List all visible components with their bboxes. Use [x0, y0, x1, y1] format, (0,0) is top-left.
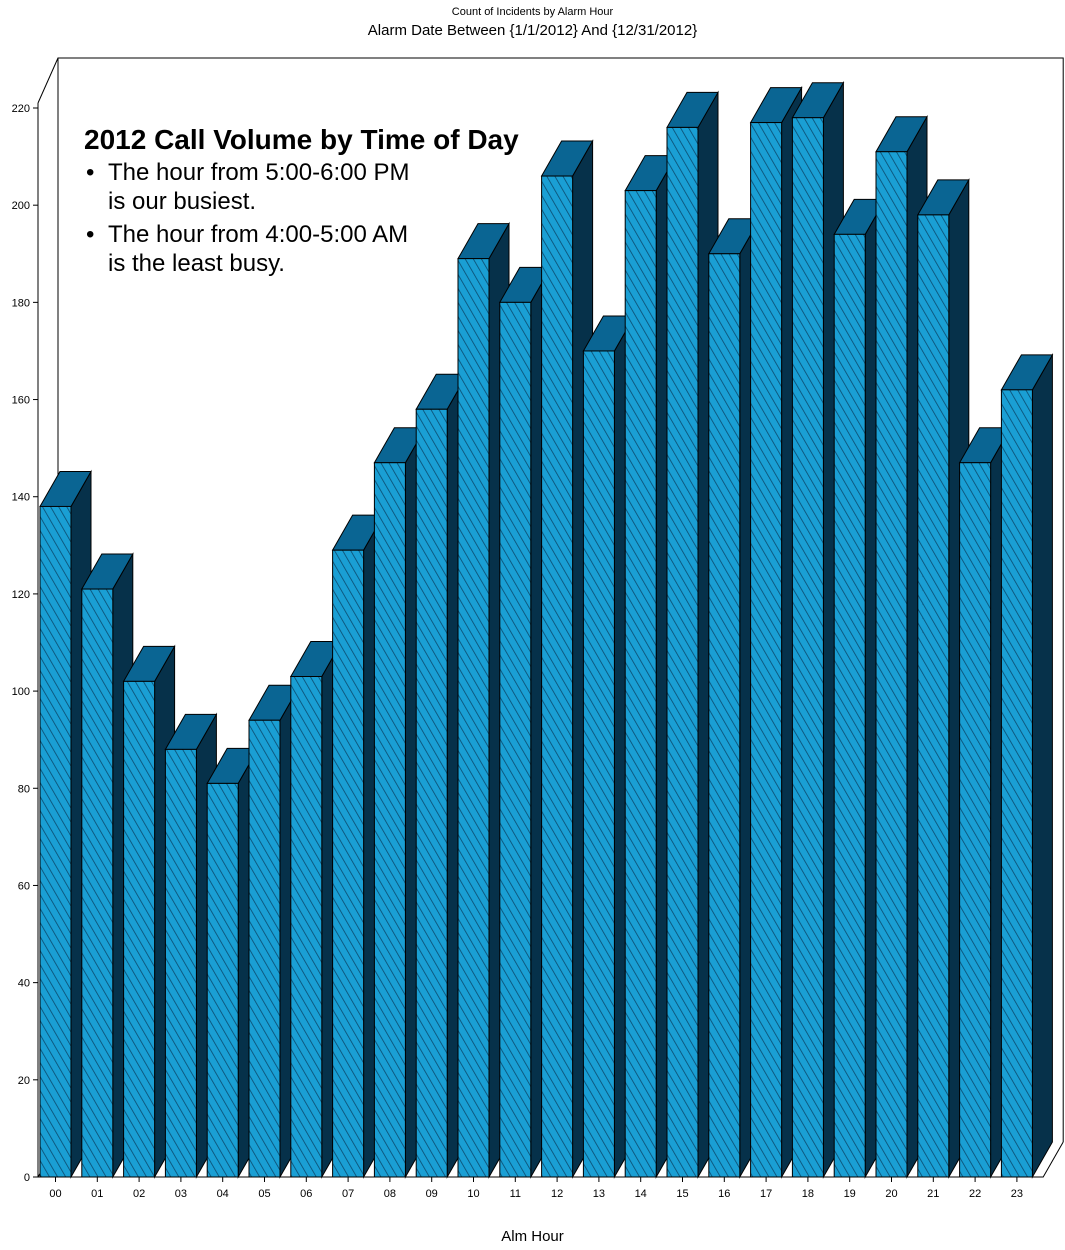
bar-front — [833, 233, 866, 1178]
bar-front — [917, 214, 950, 1178]
bar-front — [582, 350, 615, 1178]
floor-edge — [38, 1141, 1064, 1178]
bar-front — [81, 588, 114, 1178]
bar-front — [248, 719, 281, 1178]
x-tick-label: 18 — [802, 1188, 814, 1200]
bar — [80, 552, 134, 1179]
y-tick-label: 40 — [18, 978, 30, 990]
x-tick-label: 23 — [1011, 1188, 1023, 1200]
bar-front — [750, 122, 783, 1178]
x-tick-label: 01 — [91, 1188, 103, 1200]
bar-front — [39, 505, 72, 1178]
y-tick-label: 80 — [18, 783, 30, 795]
bar-front — [206, 782, 239, 1178]
bar-front — [332, 549, 365, 1178]
y-tick-label: 140 — [12, 492, 30, 504]
bar-front — [541, 175, 574, 1178]
bar-front — [959, 462, 992, 1178]
annotation-bullet: The hour from 5:00-6:00 PM is our busies… — [86, 158, 554, 216]
chart-subtitle: Alarm Date Between {1/1/2012} And {12/31… — [367, 22, 698, 39]
x-tick-label: 00 — [49, 1188, 61, 1200]
x-tick-label: 21 — [927, 1188, 939, 1200]
y-tick-label: 220 — [12, 103, 30, 115]
y-tick-label: 0 — [24, 1172, 30, 1184]
x-tick-label: 08 — [384, 1188, 396, 1200]
y-tick-label: 100 — [12, 686, 30, 698]
x-axis-label: Alm Hour — [501, 1228, 564, 1245]
bar — [916, 178, 970, 1179]
y-tick-label: 200 — [12, 200, 30, 212]
x-tick-label: 13 — [593, 1188, 605, 1200]
y-tick-label: 180 — [12, 297, 30, 309]
x-tick-label: 06 — [300, 1188, 312, 1200]
x-tick-label: 05 — [258, 1188, 270, 1200]
bar — [1000, 352, 1054, 1179]
bar — [164, 712, 218, 1179]
annotation-bullet-line: is our busiest. — [108, 188, 257, 215]
chart-title: Count of Incidents by Alarm Hour — [451, 6, 614, 18]
bar-front — [499, 301, 532, 1178]
x-tick-label: 17 — [760, 1188, 772, 1200]
x-tick-label: 16 — [718, 1188, 730, 1200]
x-tick-label: 14 — [635, 1188, 647, 1200]
x-tick-label: 12 — [551, 1188, 563, 1200]
bar-front — [415, 408, 448, 1178]
x-tick-label: 10 — [467, 1188, 479, 1200]
x-tick-label: 07 — [342, 1188, 354, 1200]
bar-front — [457, 258, 490, 1178]
annotation-bullet-line: The hour from 5:00-6:00 PM — [108, 159, 410, 186]
x-tick-label: 19 — [844, 1188, 856, 1200]
bar-front — [1000, 389, 1033, 1178]
x-tick-label: 20 — [885, 1188, 897, 1200]
bar-front — [791, 117, 824, 1178]
annotation-list: The hour from 5:00-6:00 PM is our busies… — [84, 158, 554, 278]
bar-side — [1031, 352, 1053, 1179]
x-tick-label: 22 — [969, 1188, 981, 1200]
bar-front — [875, 151, 908, 1178]
x-tick-label: 03 — [175, 1188, 187, 1200]
bar-front — [164, 748, 197, 1178]
bar-front — [624, 190, 657, 1178]
x-tick-label: 09 — [426, 1188, 438, 1200]
annotation-bullet-line: The hour from 4:00-5:00 AM — [108, 221, 409, 248]
y-tick-label: 160 — [12, 395, 30, 407]
y-tick-label: 60 — [18, 880, 30, 892]
annotation-heading: 2012 Call Volume by Time of Day — [84, 124, 519, 155]
x-tick-label: 15 — [676, 1188, 688, 1200]
bar-front — [373, 462, 406, 1178]
annotation-box: 2012 Call Volume by Time of Day The hour… — [84, 124, 554, 282]
bar-front — [708, 253, 741, 1178]
bar-front — [666, 126, 699, 1178]
annotation-bullet: The hour from 4:00-5:00 AM is the least … — [86, 220, 554, 278]
bar-front — [123, 680, 156, 1178]
annotation-bullet-line: is the least busy. — [108, 250, 285, 277]
bar-front — [290, 676, 323, 1178]
y-tick-label: 120 — [12, 589, 30, 601]
x-tick-label: 04 — [217, 1188, 229, 1200]
y-tick-label: 20 — [18, 1075, 30, 1087]
left-wall-top-edge — [37, 57, 59, 104]
x-tick-label: 11 — [510, 1188, 521, 1200]
x-tick-label: 02 — [133, 1188, 145, 1200]
